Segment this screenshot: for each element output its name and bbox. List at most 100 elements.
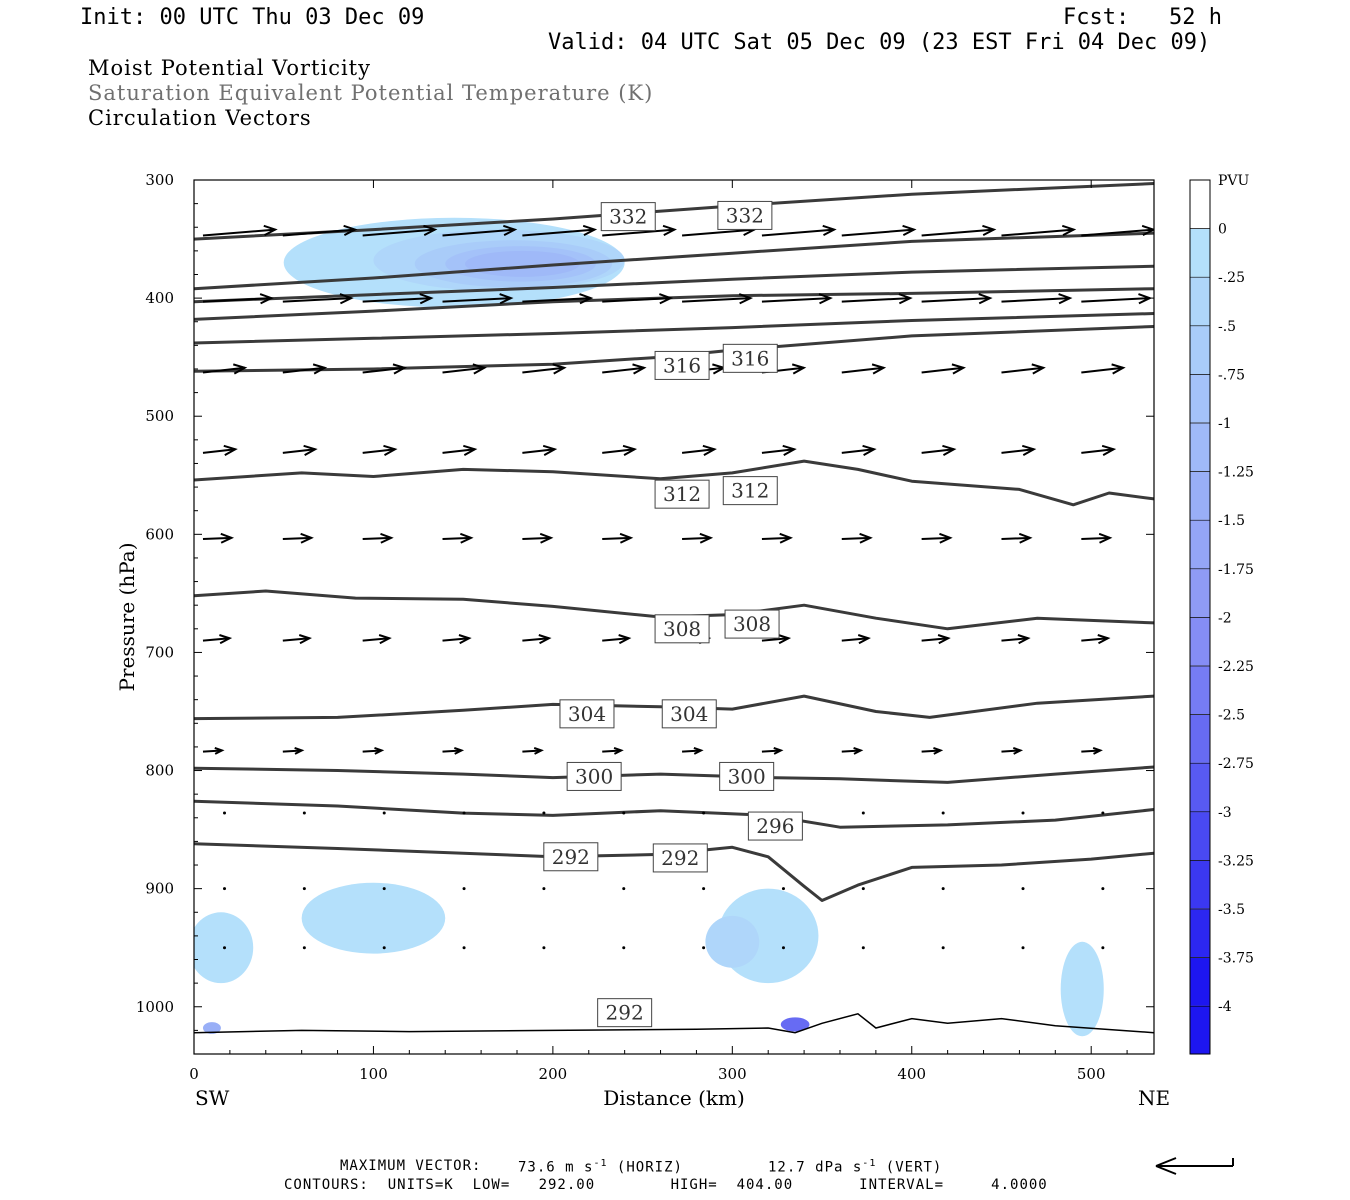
- colorbar-swatch: [1189, 908, 1211, 958]
- reference-vector-arrow: [1155, 1157, 1234, 1175]
- y-tick-label: 900: [145, 880, 174, 898]
- colorbar-swatch: [1189, 811, 1211, 861]
- contour-label: 300: [566, 761, 622, 791]
- vector-dot: [223, 811, 227, 815]
- colorbar-swatch: [1189, 762, 1211, 813]
- svg-text:296: 296: [756, 814, 794, 838]
- vector-dot: [382, 811, 386, 815]
- circulation-vector: [761, 444, 797, 457]
- circulation-vector: [362, 293, 434, 305]
- circulation-vector: [921, 634, 951, 645]
- colorbar-label: -3.25: [1218, 853, 1254, 869]
- circulation-vector: [1081, 532, 1113, 544]
- circulation-vector: [761, 746, 784, 755]
- contour-label: 316: [722, 343, 778, 373]
- vector-dot: [622, 811, 626, 815]
- colorbar-label: -4: [1218, 999, 1232, 1015]
- max-vector-label: MAXIMUM VECTOR:: [340, 1158, 482, 1174]
- circulation-vector: [362, 444, 398, 457]
- vector-dot: [302, 887, 306, 891]
- contours-info: CONTOURS: UNITS=K LOW= 292.00 HIGH= 404.…: [284, 1177, 1048, 1193]
- circulation-vector: [442, 746, 465, 755]
- colorbar-swatch: [1189, 519, 1211, 570]
- pv-shade: [202, 1022, 221, 1034]
- vector-dot: [1101, 887, 1105, 891]
- circulation-vector: [602, 746, 624, 755]
- pv-shade: [194, 912, 254, 984]
- theta-es-contour: [194, 231, 1154, 291]
- circulation-vector: [522, 746, 544, 755]
- vector-dot: [462, 946, 466, 950]
- vector-dot: [382, 887, 386, 891]
- vector-dot: [781, 946, 785, 950]
- y-tick-label: 500: [145, 407, 174, 425]
- colorbar-label: -3: [1218, 805, 1232, 821]
- circulation-vector: [522, 532, 554, 544]
- circulation-vector: [442, 363, 487, 375]
- colorbar-label: -2.75: [1218, 756, 1254, 772]
- svg-text:292: 292: [552, 845, 590, 869]
- contour-label: 304: [661, 699, 717, 729]
- x-tick-label: 400: [897, 1065, 926, 1083]
- vector-dot: [622, 887, 626, 891]
- circulation-vector: [1081, 363, 1126, 375]
- circulation-vector: [282, 293, 354, 305]
- circulation-vector: [921, 444, 957, 457]
- circulation-vector: [1001, 224, 1077, 237]
- vector-dot: [1021, 887, 1025, 891]
- svg-text:312: 312: [731, 479, 769, 503]
- x-tick-label: 100: [359, 1065, 388, 1083]
- circulation-vector: [841, 363, 887, 375]
- circulation-vector: [841, 224, 917, 237]
- colorbar-label: -.5: [1218, 319, 1236, 335]
- contour-label: 292: [543, 842, 599, 872]
- field-title-1: Moist Potential Vorticity: [88, 56, 371, 80]
- vector-dot: [302, 811, 306, 815]
- colorbar-swatch: [1189, 860, 1211, 910]
- max-horiz-value: 73.6 m s-1 (HORIZ): [518, 1158, 683, 1176]
- contour-label: 332: [600, 202, 656, 232]
- circulation-vector: [522, 224, 598, 237]
- circulation-vector: [522, 444, 558, 457]
- colorbar-label: -3.5: [1218, 902, 1245, 918]
- circulation-vector: [442, 634, 472, 645]
- svg-text:332: 332: [726, 203, 764, 227]
- circulation-vector: [442, 224, 518, 237]
- y-axis-title: Pressure (hPa): [115, 543, 139, 692]
- pv-shade: [705, 915, 760, 968]
- y-tick-label: 400: [145, 289, 174, 307]
- circulation-vector: [522, 634, 552, 645]
- colorbar-label: -.25: [1218, 270, 1245, 286]
- y-tick-label: 700: [145, 643, 174, 661]
- y-tick-label: 300: [145, 171, 174, 189]
- colorbar-label: -3.75: [1218, 951, 1254, 967]
- contour-label: 312: [722, 476, 778, 506]
- circulation-vector: [761, 634, 792, 645]
- contour-label: 312: [654, 479, 710, 509]
- circulation-vector: [282, 444, 318, 457]
- contour-label: 292: [652, 843, 708, 873]
- contour-label: 296: [747, 811, 803, 841]
- circulation-vector: [282, 224, 358, 237]
- vector-dot: [542, 811, 546, 815]
- circulation-vector: [362, 532, 394, 544]
- colorbar-swatch: [1189, 665, 1211, 715]
- circulation-vector: [282, 363, 328, 375]
- x-right-label: NE: [1138, 1086, 1170, 1110]
- theta-es-contour: [194, 459, 1154, 507]
- contour-label: 308: [724, 609, 780, 639]
- circulation-vector: [841, 293, 913, 305]
- contour-label: 332: [717, 200, 773, 230]
- circulation-vector: [761, 293, 833, 305]
- circulation-vector: [1081, 746, 1103, 755]
- contour-label: 304: [559, 699, 615, 729]
- field-title-3: Circulation Vectors: [88, 106, 312, 130]
- circulation-vector: [921, 293, 993, 305]
- theta-es-contour: [194, 312, 1154, 345]
- svg-text:308: 308: [733, 612, 771, 636]
- pv-shade: [780, 1017, 810, 1032]
- vector-dot: [622, 946, 626, 950]
- x-tick-label: 200: [539, 1065, 568, 1083]
- colorbar-swatch: [1189, 1005, 1211, 1056]
- circulation-vector: [602, 224, 677, 237]
